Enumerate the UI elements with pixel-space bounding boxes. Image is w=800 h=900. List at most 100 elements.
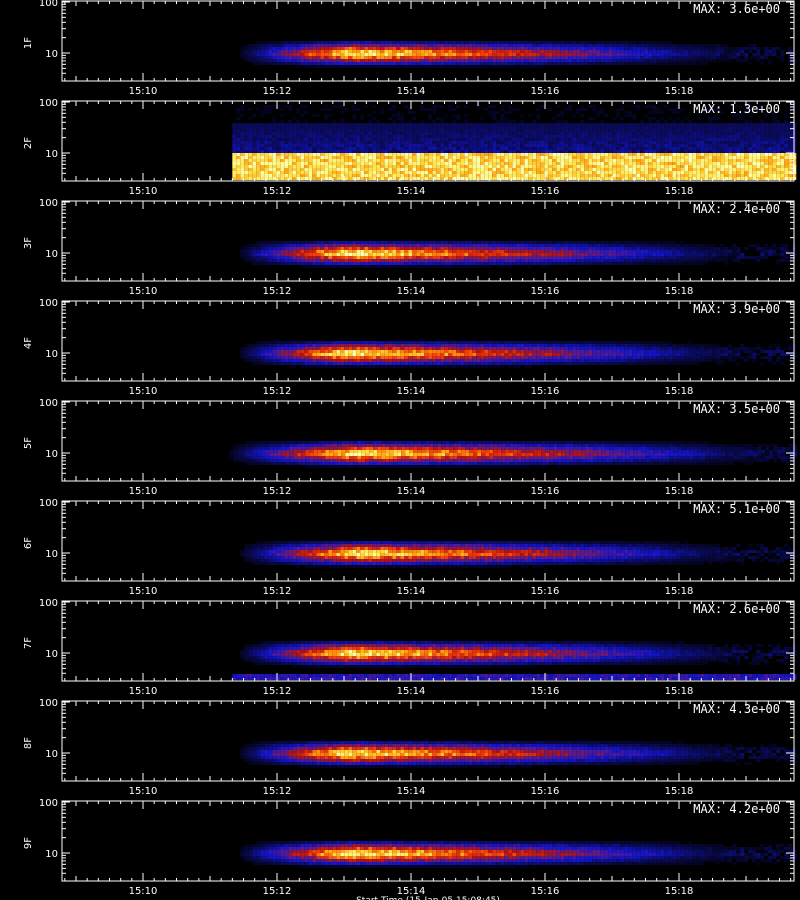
heat-cell bbox=[280, 153, 285, 156]
heat-cell bbox=[588, 156, 593, 159]
heat-cell bbox=[248, 47, 253, 50]
heat-cell bbox=[392, 135, 397, 138]
heat-cell bbox=[640, 168, 645, 171]
heat-cell bbox=[444, 44, 449, 47]
heat-cell bbox=[392, 241, 397, 244]
heat-cell bbox=[484, 53, 489, 56]
heat-cell bbox=[592, 150, 597, 153]
heat-cell bbox=[380, 162, 385, 165]
heat-cell bbox=[516, 129, 521, 132]
heat-cell bbox=[656, 141, 661, 144]
heat-cell bbox=[760, 62, 765, 65]
heat-cell bbox=[584, 174, 589, 177]
heat-cell bbox=[748, 123, 753, 126]
heat-cell bbox=[660, 53, 665, 56]
heat-cell bbox=[368, 256, 373, 259]
heat-cell bbox=[488, 138, 493, 141]
heat-cell bbox=[264, 259, 269, 262]
heat-cell bbox=[768, 147, 773, 150]
heat-cell bbox=[684, 129, 689, 132]
heat-cell bbox=[564, 165, 569, 168]
heat-cell bbox=[488, 105, 493, 108]
heat-cell bbox=[736, 153, 741, 156]
heat-cell bbox=[724, 147, 729, 150]
heat-cell bbox=[712, 53, 717, 56]
heat-cell bbox=[632, 126, 637, 129]
heat-cell bbox=[252, 138, 257, 141]
heat-cell bbox=[644, 150, 649, 153]
heat-cell bbox=[628, 177, 633, 180]
heat-cell bbox=[540, 171, 545, 174]
heat-cell bbox=[408, 120, 413, 123]
heat-cell bbox=[528, 123, 533, 126]
heat-cell bbox=[268, 241, 273, 244]
heat-cell bbox=[608, 141, 613, 144]
heat-cell bbox=[304, 253, 309, 256]
heat-cell bbox=[724, 138, 729, 141]
heat-cell bbox=[268, 144, 273, 147]
heat-cell bbox=[444, 53, 449, 56]
heat-cell bbox=[344, 44, 349, 47]
heat-cell bbox=[236, 132, 241, 135]
heat-cell bbox=[784, 129, 789, 132]
heat-cell bbox=[540, 126, 545, 129]
x-tick-label: 15:12 bbox=[263, 186, 292, 197]
heat-cell bbox=[480, 150, 485, 153]
heat-cell bbox=[616, 56, 621, 59]
heat-cell bbox=[368, 165, 373, 168]
heat-cell bbox=[368, 144, 373, 147]
heat-cell bbox=[624, 177, 629, 180]
heat-cell bbox=[572, 132, 577, 135]
heat-cell bbox=[736, 114, 741, 117]
heat-cell bbox=[528, 41, 533, 44]
heat-cell bbox=[340, 150, 345, 153]
heat-cell bbox=[360, 56, 365, 59]
heat-cell bbox=[628, 135, 633, 138]
heat-cell bbox=[344, 165, 349, 168]
heat-cell bbox=[372, 111, 377, 114]
heat-cell bbox=[788, 47, 793, 50]
heat-cell bbox=[408, 159, 413, 162]
heat-cell bbox=[668, 162, 673, 165]
heat-cell bbox=[780, 165, 785, 168]
heat-cell bbox=[744, 141, 749, 144]
heat-cell bbox=[252, 126, 257, 129]
heat-cell bbox=[364, 150, 369, 153]
heat-cell bbox=[588, 144, 593, 147]
heat-cell bbox=[468, 44, 473, 47]
heat-cell bbox=[520, 114, 525, 117]
heat-cell bbox=[776, 144, 781, 147]
heat-cell bbox=[472, 135, 477, 138]
heat-cell bbox=[764, 156, 769, 159]
heat-cell bbox=[280, 138, 285, 141]
heat-cell bbox=[608, 171, 613, 174]
heat-cell bbox=[456, 250, 461, 253]
heat-cell bbox=[308, 174, 313, 177]
heat-cell bbox=[696, 177, 701, 180]
heat-cell bbox=[520, 50, 525, 53]
heat-cell bbox=[652, 177, 657, 180]
heat-cell bbox=[680, 135, 685, 138]
heat-cell bbox=[556, 114, 561, 117]
heat-cell bbox=[240, 150, 245, 153]
heat-cell bbox=[516, 126, 521, 129]
heat-cell bbox=[628, 141, 633, 144]
heat-cell bbox=[268, 147, 273, 150]
heat-cell bbox=[460, 132, 465, 135]
heat-cell bbox=[468, 147, 473, 150]
heat-cell bbox=[680, 171, 685, 174]
heat-cell bbox=[780, 174, 785, 177]
heat-cell bbox=[304, 147, 309, 150]
heat-cell bbox=[396, 62, 401, 65]
heat-cell bbox=[676, 105, 681, 108]
heat-cell bbox=[308, 62, 313, 65]
heat-cell bbox=[452, 65, 457, 68]
heat-cell bbox=[312, 59, 317, 62]
heat-cell bbox=[432, 132, 437, 135]
heat-cell bbox=[308, 56, 313, 59]
heat-cell bbox=[656, 177, 661, 180]
heat-cell bbox=[736, 147, 741, 150]
heat-cell bbox=[280, 174, 285, 177]
heat-cell bbox=[328, 41, 333, 44]
heat-cell bbox=[432, 256, 437, 259]
